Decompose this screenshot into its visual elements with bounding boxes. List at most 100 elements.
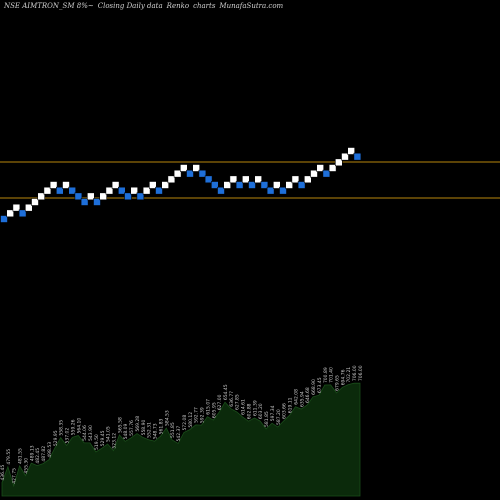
renko-brick-up xyxy=(316,164,325,172)
renko-brick-down xyxy=(18,209,27,218)
area-value-label: 548.73 xyxy=(153,423,159,439)
renko-brick-up xyxy=(12,203,21,212)
renko-brick-up xyxy=(142,186,151,195)
area-value-label: 701.40 xyxy=(329,367,335,383)
area-value-label: 436.45 xyxy=(0,465,6,481)
area-value-label: 482.45 xyxy=(35,448,41,464)
renko-brick-up xyxy=(285,181,294,189)
renko-brick-up xyxy=(62,181,70,189)
renko-brick-up xyxy=(272,181,281,189)
renko-bricks xyxy=(0,147,362,223)
area-value-label: 558.35 xyxy=(59,420,65,436)
symbol-label: NSE AIMTRON_SM 8%~ xyxy=(4,2,94,10)
renko-brick-up xyxy=(291,175,300,184)
renko-brick-up xyxy=(31,198,39,206)
area-value-label: 487.82 xyxy=(41,446,47,462)
renko-brick-up xyxy=(303,175,312,184)
renko-brick-down xyxy=(186,169,194,178)
area-value-label: 498.53 xyxy=(47,442,53,458)
renko-brick-up xyxy=(24,203,33,212)
renko-brick-up xyxy=(49,181,58,189)
renko-brick-up xyxy=(99,192,107,201)
area-value-label: 611.39 xyxy=(252,400,258,416)
area-value-label: 602.88 xyxy=(246,403,252,419)
area-value-label: 642.08 xyxy=(293,389,299,405)
area-value-label: 537.02 xyxy=(65,428,71,444)
area-value-label: 552.31 xyxy=(147,422,153,438)
renko-brick-up xyxy=(341,152,349,161)
renko-brick-down xyxy=(198,169,207,178)
renko-brick-up xyxy=(87,192,95,201)
area-value-label: 572.08 xyxy=(182,415,188,431)
area-value-label: 587.20 xyxy=(276,409,282,425)
renko-brick-down xyxy=(211,181,219,189)
renko-brick-down xyxy=(80,198,89,206)
area-value-label: 627.85 xyxy=(235,394,241,410)
area-value-label: 551.85 xyxy=(170,422,176,438)
renko-brick-down xyxy=(260,181,269,189)
area-value-label: 619.11 xyxy=(288,397,294,413)
area-value-label: 479.55 xyxy=(6,449,12,465)
area-value-label: 544.06 xyxy=(82,425,88,441)
renko-brick-down xyxy=(124,192,132,201)
area-value-label: 543.90 xyxy=(88,425,94,441)
renko-brick-up xyxy=(192,164,200,172)
area-value-label: 700.89 xyxy=(323,367,329,383)
area-value-label: 614.61 xyxy=(241,399,247,415)
renko-brick-down xyxy=(136,192,145,201)
area-value-label: 597.34 xyxy=(270,405,276,421)
area-value-label: 581.85 xyxy=(264,411,270,427)
area-value-label: 557.76 xyxy=(129,420,135,436)
renko-brick-up xyxy=(37,192,46,201)
chart-header: NSE AIMTRON_SM 8%~ Closing Daily data Renk… xyxy=(4,2,287,10)
area-value-label: 542.37 xyxy=(176,426,182,442)
area-value-label: 592.39 xyxy=(200,407,206,423)
area-value-label: 654.45 xyxy=(223,384,229,400)
renko-brick-down xyxy=(204,175,213,184)
renko-brick-down xyxy=(322,169,331,178)
renko-brick-up xyxy=(105,186,114,195)
renko-brick-down xyxy=(235,181,244,189)
area-value-label: 565.58 xyxy=(117,417,123,433)
renko-brick-down xyxy=(266,186,275,195)
renko-brick-down xyxy=(93,198,101,206)
area-value-label: 706.00 xyxy=(352,365,358,381)
area-value-label: 558.90 xyxy=(141,420,147,436)
area-value-label: 706.00 xyxy=(358,365,364,381)
area-value-label: 564.10 xyxy=(76,418,82,434)
renko-brick-up xyxy=(310,169,318,178)
reference-lines xyxy=(0,161,500,199)
site-label: MunafaSutra.com xyxy=(219,2,284,10)
area-value-label: 427.75 xyxy=(12,468,18,484)
charts-word-label: charts xyxy=(193,2,216,10)
renko-brick-up xyxy=(229,175,238,184)
area-value-label: 519.50 xyxy=(94,434,100,450)
renko-brick-down xyxy=(55,186,64,195)
area-value-label: 636.77 xyxy=(229,391,235,407)
renko-brick-down xyxy=(68,186,76,195)
area-value-label: 529.45 xyxy=(100,430,106,446)
area-value-label: 580.12 xyxy=(188,412,194,428)
area-value-label: 489.13 xyxy=(29,445,35,461)
area-value-label: 529.95 xyxy=(53,430,59,446)
renko-brick-up xyxy=(111,181,120,189)
price-area-chart xyxy=(1,382,361,497)
area-value-label: 455.30 xyxy=(23,458,29,474)
renko-brick-up xyxy=(43,186,52,195)
area-value-label: 523.12 xyxy=(112,433,118,449)
price-area xyxy=(1,382,361,497)
renko-brick-down xyxy=(248,181,256,189)
renko-brick-up xyxy=(6,209,14,218)
area-value-label: 584.53 xyxy=(164,410,170,426)
area-value-label: 603.66 xyxy=(282,403,288,419)
area-value-label: 627.00 xyxy=(217,394,223,410)
renko-brick-down xyxy=(0,215,8,223)
area-value-label: 603.20 xyxy=(258,403,264,419)
renko-brick-up xyxy=(149,181,157,189)
area-value-label: 481.55 xyxy=(18,448,24,464)
renko-brick-up xyxy=(328,164,337,172)
area-value-label: 702.21 xyxy=(346,367,352,383)
area-value-label: 646.68 xyxy=(305,387,311,403)
